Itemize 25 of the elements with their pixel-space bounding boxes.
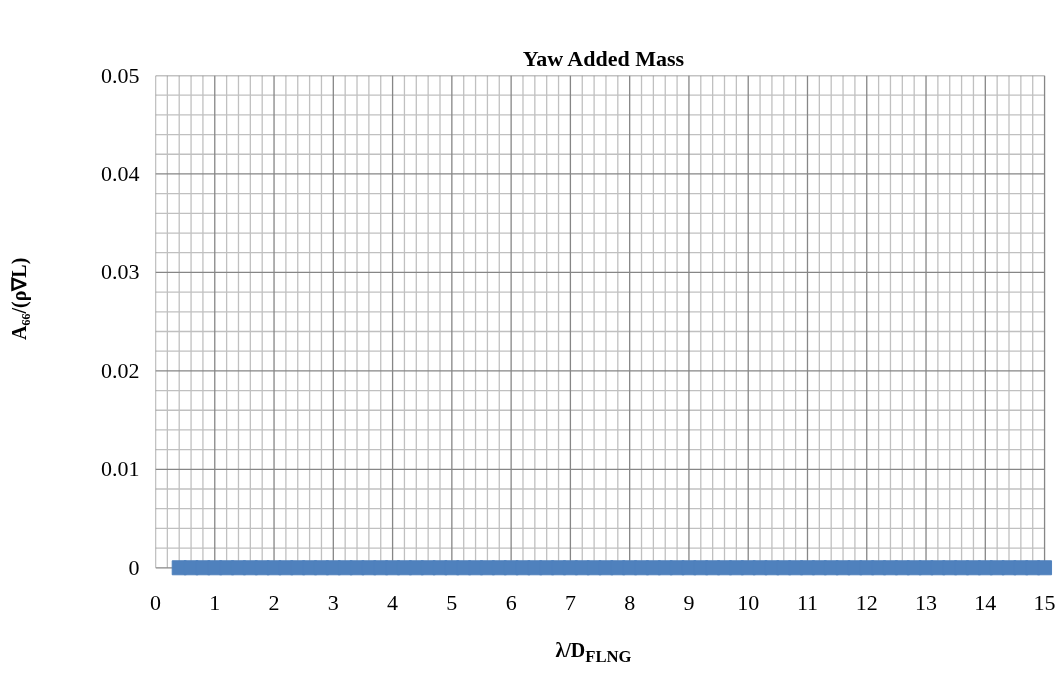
y-axis-title: A₆₆/(ρ∇L)	[7, 257, 32, 341]
x-tick-label: 4	[387, 589, 399, 615]
y-tick-label: 0.01	[101, 456, 140, 482]
x-tick-label: 3	[327, 589, 339, 615]
x-tick-label: 6	[505, 589, 517, 615]
x-tick-label: 10	[737, 589, 760, 615]
x-tick-label: 2	[268, 589, 280, 615]
y-tick-label: 0.02	[101, 357, 140, 383]
x-tick-label: 13	[915, 589, 938, 615]
x-tick-label: 9	[683, 589, 695, 615]
x-tick-label: 8	[624, 589, 636, 615]
x-tick-label: 7	[564, 589, 576, 615]
x-tick-label: 14	[974, 589, 997, 615]
x-tick-label: 1	[209, 589, 221, 615]
x-tick-label: 12	[855, 589, 878, 615]
y-tick-label: 0.04	[101, 160, 140, 186]
x-tick-label: 0	[150, 589, 161, 615]
x-tick-label: 15	[1033, 589, 1056, 615]
x-tick-label: 5	[446, 589, 458, 615]
y-tick-label: 0	[128, 554, 140, 580]
x-tick-label: 11	[796, 589, 819, 615]
chart-title: Yaw Added Mass	[522, 45, 685, 71]
y-tick-label: 0.05	[101, 62, 140, 88]
x-axis-title: λ/D$_{FLNG}$	[555, 638, 632, 668]
y-tick-label: 0.03	[101, 259, 140, 285]
